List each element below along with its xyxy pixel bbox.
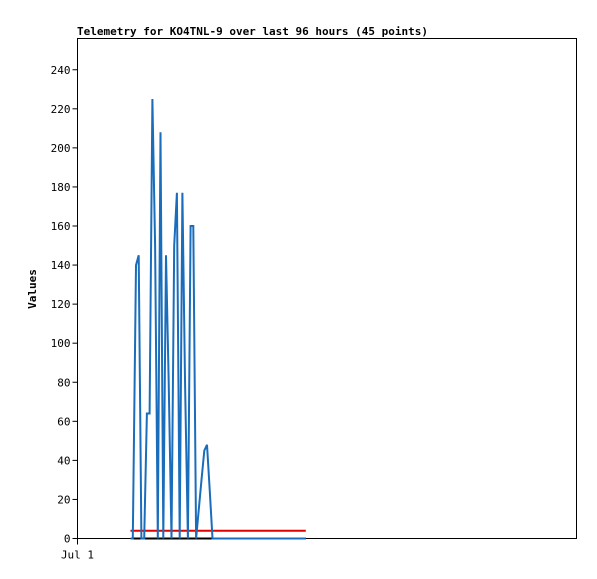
- y-tick-label: 60: [57, 415, 70, 428]
- y-tick-label: 0: [64, 533, 71, 546]
- y-tick-label: 80: [57, 376, 70, 389]
- y-tick-label: 100: [51, 337, 71, 350]
- y-tick-label: 180: [51, 181, 71, 194]
- y-tick-label: 140: [51, 259, 71, 272]
- chart-title: Telemetry for KO4TNL-9 over last 96 hour…: [77, 25, 428, 38]
- series-line-0: [130, 98, 306, 540]
- y-tick-label: 240: [51, 64, 71, 77]
- y-axis-label: Values: [26, 269, 39, 309]
- y-axis-ticks: 0 20 40 60 80 100 120 140 160 180 200 220 240: [51, 64, 78, 546]
- series-layer: [130, 98, 306, 540]
- y-tick-label: 200: [51, 142, 71, 155]
- y-tick-label: 40: [57, 454, 70, 467]
- y-tick-label: 20: [57, 493, 70, 506]
- x-tick-label: Jul 1: [61, 549, 94, 562]
- y-tick-label: 160: [51, 220, 71, 233]
- y-tick-label: 120: [51, 298, 71, 311]
- y-tick-label: 220: [51, 103, 71, 116]
- x-axis-ticks: Jul 1: [61, 538, 94, 562]
